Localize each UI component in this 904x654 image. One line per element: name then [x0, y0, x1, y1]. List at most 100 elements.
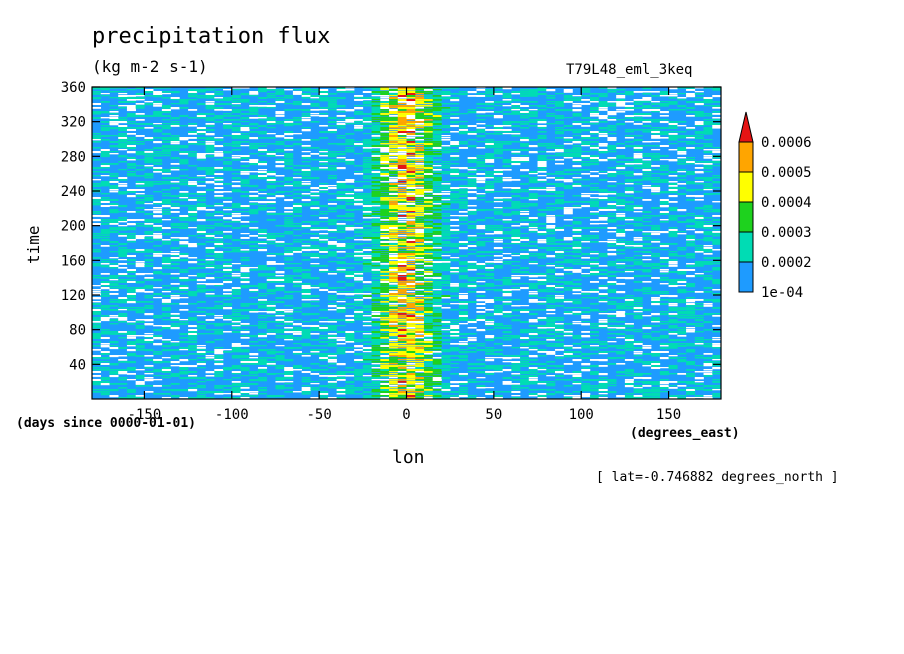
heatmap-cell	[257, 335, 268, 338]
heatmap-cell	[511, 315, 521, 317]
heatmap-cell	[502, 293, 512, 296]
heatmap-cell	[572, 115, 582, 117]
heatmap-cell	[249, 241, 259, 244]
heatmap-cell	[153, 111, 163, 114]
heatmap-cell	[563, 299, 573, 301]
heatmap-cell	[677, 247, 687, 249]
heatmap-cell	[179, 169, 189, 171]
heatmap-cell	[476, 89, 486, 91]
heatmap-cell	[555, 215, 565, 217]
heatmap-cell	[520, 95, 530, 97]
heatmap-cell	[415, 127, 425, 129]
heatmap-cell	[441, 95, 451, 97]
heatmap-cell	[389, 323, 399, 325]
heatmap-cell	[144, 287, 154, 289]
heatmap-cell	[511, 163, 521, 166]
heatmap-cell	[441, 93, 451, 96]
heatmap-cell	[607, 215, 617, 218]
heatmap-cell	[380, 181, 390, 183]
heatmap-cell	[677, 209, 687, 212]
heatmap-cell	[231, 127, 241, 129]
heatmap-cell	[397, 283, 407, 286]
heatmap-cell	[380, 331, 390, 333]
heatmap-cell	[100, 245, 110, 247]
heatmap-cell	[345, 229, 355, 231]
heatmap-cell	[485, 323, 495, 326]
heatmap-cell	[406, 93, 416, 96]
heatmap-cell	[450, 125, 460, 128]
heatmap-cell	[336, 271, 346, 273]
heatmap-cell	[511, 275, 521, 277]
heatmap-cell	[441, 237, 451, 240]
heatmap-cell	[214, 307, 224, 310]
heatmap-cell	[205, 333, 215, 335]
heatmap-cell	[161, 219, 171, 221]
heatmap-cell	[659, 265, 669, 268]
heatmap-cell	[257, 231, 268, 234]
heatmap-cell	[537, 301, 547, 303]
heatmap-cell	[406, 227, 416, 229]
heatmap-cell	[223, 97, 233, 100]
heatmap-cell	[371, 151, 381, 153]
heatmap-cell	[109, 187, 119, 189]
heatmap-cell	[633, 223, 643, 225]
heatmap-cell	[581, 293, 591, 296]
heatmap-cell	[389, 273, 399, 276]
heatmap-cell	[249, 303, 259, 305]
heatmap-cell	[598, 269, 608, 272]
heatmap-cell	[441, 209, 451, 211]
heatmap-cell	[284, 259, 294, 261]
heatmap-cell	[170, 227, 180, 229]
heatmap-cell	[555, 251, 565, 253]
heatmap-cell	[668, 159, 678, 162]
heatmap-cell	[694, 199, 704, 201]
heatmap-cell	[126, 275, 136, 278]
heatmap-cell	[572, 243, 582, 245]
heatmap-cell	[511, 269, 521, 271]
heatmap-cell	[423, 319, 434, 322]
heatmap-cell	[633, 153, 643, 155]
heatmap-cell	[153, 171, 163, 173]
heatmap-cell	[633, 129, 643, 131]
heatmap-cell	[598, 145, 608, 147]
heatmap-cell	[581, 179, 591, 181]
heatmap-cell	[240, 243, 250, 245]
heatmap-cell	[607, 133, 617, 135]
heatmap-cell	[231, 291, 241, 293]
heatmap-cell	[389, 229, 399, 231]
heatmap-cell	[284, 221, 294, 223]
heatmap-cell	[642, 215, 652, 217]
heatmap-cell	[223, 135, 233, 137]
heatmap-cell	[589, 213, 599, 216]
heatmap-cell	[624, 129, 634, 131]
heatmap-cell	[371, 141, 381, 143]
heatmap-cell	[292, 89, 302, 91]
heatmap-cell	[362, 199, 372, 201]
heatmap-cell	[240, 279, 250, 281]
heatmap-cell	[450, 145, 460, 147]
heatmap-cell	[214, 91, 224, 93]
heatmap-cell	[161, 139, 171, 141]
heatmap-cell	[415, 283, 425, 285]
heatmap-cell	[415, 289, 425, 291]
heatmap-cell	[528, 91, 538, 94]
heatmap-cell	[624, 325, 634, 328]
heatmap-cell	[214, 295, 224, 297]
heatmap-cell	[651, 103, 661, 105]
heatmap-cell	[249, 117, 259, 119]
heatmap-cell	[642, 159, 652, 161]
heatmap-cell	[380, 201, 390, 204]
heatmap-cell	[537, 155, 547, 157]
heatmap-cell	[354, 271, 364, 273]
heatmap-cell	[301, 269, 311, 272]
heatmap-cell	[240, 127, 250, 130]
heatmap-cell	[249, 267, 259, 269]
heatmap-cell	[686, 229, 696, 231]
heatmap-cell	[441, 275, 451, 278]
heatmap-cell	[371, 195, 381, 197]
heatmap-cell	[703, 119, 713, 121]
heatmap-cell	[415, 145, 425, 147]
heatmap-cell	[432, 149, 442, 151]
heatmap-cell	[389, 91, 399, 93]
heatmap-cell	[581, 263, 591, 266]
